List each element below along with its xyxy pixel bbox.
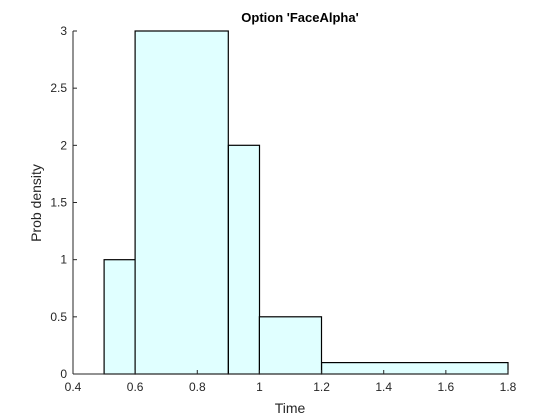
histogram-bar-5: [321, 362, 509, 375]
y-axis-label: Prob density: [28, 164, 44, 242]
x-tick-label-7: 1.6: [438, 380, 455, 394]
bars-layer: [103, 30, 509, 375]
x-ticks: 0.4 0.6 0.8 1 1.2 1.4 1.6 1.8: [65, 370, 517, 394]
x-tick-label-8: 1.8: [500, 380, 517, 394]
histogram-bar-1: [103, 259, 136, 375]
y-tick-label-6: 2.5: [50, 81, 67, 95]
x-tick-label-3: 0.8: [189, 380, 206, 394]
x-axis-label: Time: [275, 400, 306, 416]
histogram-bar-3: [227, 144, 261, 375]
x-tick-label-6: 1.4: [375, 380, 392, 394]
chart-title: Option 'FaceAlpha': [241, 10, 358, 25]
y-tick-label-7: 3: [60, 24, 67, 38]
histogram-bar-4: [258, 316, 323, 375]
y-tick-label-4: 1.5: [50, 196, 67, 210]
y-tick-label-2: 0.5: [50, 310, 67, 324]
x-tick-label-4: 1: [256, 380, 263, 394]
y-tick-label-1: 0: [60, 367, 67, 381]
x-tick-label-5: 1.2: [313, 380, 330, 394]
histogram-bar-2: [134, 30, 229, 375]
x-tick-label-1: 0.4: [65, 380, 82, 394]
y-ticks: 0 0.5 1 1.5 2 2.5 3: [50, 24, 77, 381]
x-tick-label-2: 0.6: [127, 380, 144, 394]
y-tick-label-5: 2: [60, 138, 67, 152]
y-tick-label-3: 1: [60, 253, 67, 267]
